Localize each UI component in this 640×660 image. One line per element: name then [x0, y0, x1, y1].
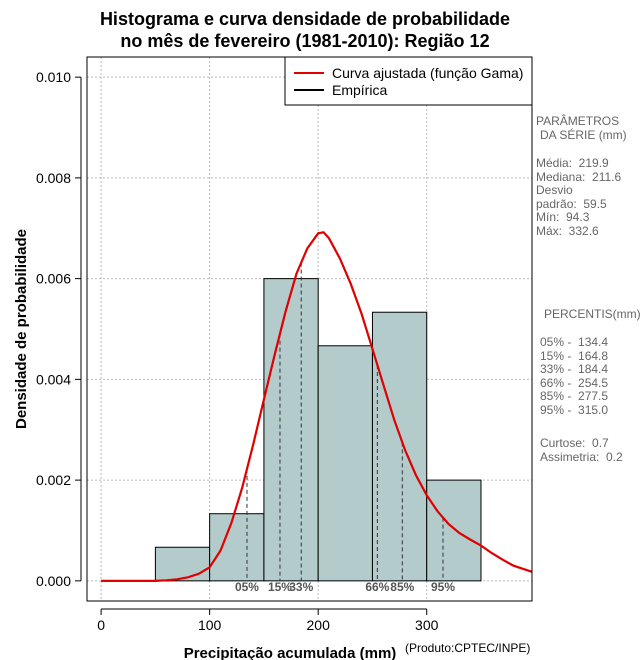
histogram-bar-1 — [154, 546, 211, 582]
histogram-bar-5 — [371, 311, 428, 582]
legend-label-empirical: Empírica — [332, 82, 387, 98]
chart-title-line1: Histograma e curva densidade de probabil… — [99, 9, 511, 29]
x-tick-label: 0 — [97, 617, 105, 633]
y-tick-label: 0.004 — [36, 371, 71, 387]
percentile-lines: 05% 15%33% 66% 85% 95% — [235, 262, 455, 594]
legend-label-curve: Curva ajustada (função Gama) — [332, 65, 523, 81]
percentil-row: 33% - 184.4 — [540, 362, 609, 377]
x-tick-label: 100 — [198, 617, 222, 633]
params-header-1: PARÂMETROS — [536, 114, 620, 128]
credit-text: (Produto:CPTEC/INPE) — [405, 641, 531, 655]
histogram-bar-4 — [317, 345, 373, 582]
percentil-row: 85% - 277.5 — [540, 389, 609, 404]
histogram-bar-3 — [263, 278, 319, 582]
y-tick-label: 0.002 — [36, 472, 71, 488]
percentil-row: 66% - 254.5 — [540, 375, 609, 390]
chart-title-line2: no mês de fevereiro (1981-2010): Região … — [120, 31, 490, 51]
stat-row: Assimetria: 0.2 — [540, 449, 623, 464]
y-tick-label: 0.006 — [36, 271, 71, 287]
x-tick-label: 300 — [415, 617, 439, 633]
histogram-bar-6 — [426, 479, 482, 582]
params-row: Máx: 332.6 — [536, 224, 599, 238]
params-header-2: DA SÉRIE (mm) — [540, 128, 627, 142]
y-axis-label: Densidade de probabilidade — [13, 229, 30, 429]
percentil-row: 05% - 134.4 — [540, 335, 609, 349]
legend: Curva ajustada (função Gama) Empírica — [284, 56, 533, 106]
percentile-label-95: 95% — [431, 580, 455, 594]
y-tick-label: 0.010 — [36, 69, 71, 85]
percentile-label-66: 66% — [365, 580, 389, 594]
stat-row: Curtose: 0.7 — [540, 436, 609, 450]
params-row: padrão: 59.5 — [536, 196, 607, 211]
percentis-header: PERCENTIS(mm) — [544, 307, 640, 321]
y-tick-label: 0.000 — [36, 573, 71, 589]
percentile-label-33: 33% — [289, 580, 313, 594]
params-row: Desvio — [536, 183, 573, 198]
x-tick-label: 200 — [307, 617, 331, 633]
params-row: Média: 219.9 — [536, 156, 609, 170]
gamma-curve — [101, 231, 533, 582]
params-row: Mediana: 211.6 — [536, 169, 622, 184]
x-axis-label: Precipitação acumulada (mm) — [184, 645, 397, 660]
percentil-row: 15% - 164.8 — [540, 348, 609, 363]
percentile-label-05: 05% — [235, 580, 259, 594]
histogram-bars — [154, 278, 482, 582]
axes: 0 100 200 300 0.000 0.002 0.004 0.006 0.008 0.010 — [36, 69, 439, 633]
percentile-label-15: 15% — [268, 580, 292, 594]
percentile-label-85: 85% — [390, 580, 414, 594]
y-tick-label: 0.008 — [36, 170, 71, 186]
params-row: Mín: 94.3 — [536, 210, 590, 225]
histogram-bar-2 — [209, 513, 265, 582]
percentil-row: 95% - 315.0 — [540, 403, 609, 417]
legend-box — [284, 56, 533, 106]
